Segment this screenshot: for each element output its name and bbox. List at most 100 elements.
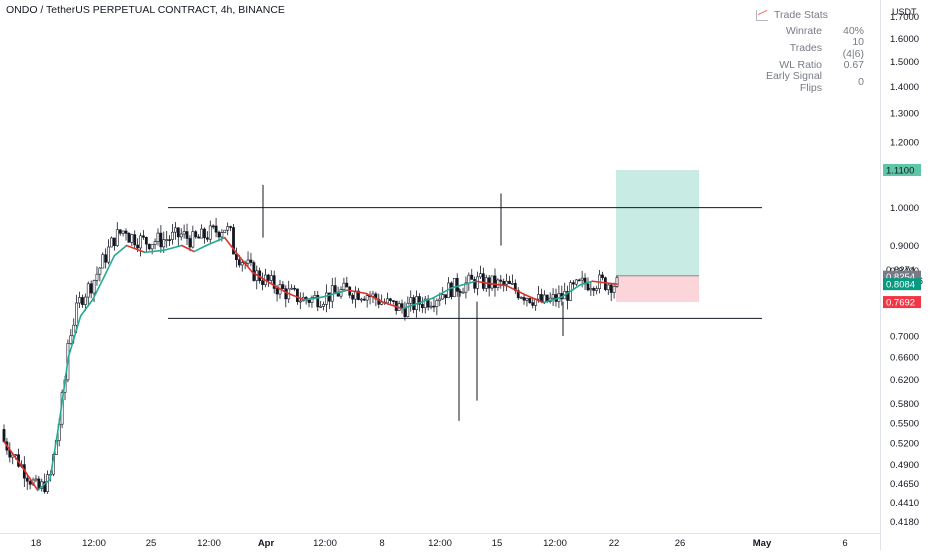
- time-tick-label: 6: [842, 538, 847, 549]
- candle-body: [185, 231, 189, 239]
- moving-average-segment: [487, 282, 508, 287]
- candle-body: [226, 226, 230, 231]
- candle-body: [220, 232, 224, 238]
- candle-body: [609, 284, 613, 293]
- moving-average-segment: [67, 315, 82, 358]
- moving-average-segment: [432, 287, 453, 299]
- stats-value: 0: [858, 75, 864, 88]
- moving-average-segment: [364, 292, 385, 304]
- candle-body: [112, 237, 116, 246]
- candle-body: [153, 241, 157, 245]
- candle-body: [95, 273, 99, 281]
- price-tick-label: 1.2000: [890, 137, 919, 148]
- last-price-label: 0.8274: [886, 265, 915, 276]
- stats-row-wl-ratio: WL Ratio 0.67: [756, 56, 864, 73]
- candle-body: [284, 288, 288, 300]
- stats-label: Winrate: [785, 24, 822, 37]
- candle-body: [551, 294, 555, 299]
- stats-row-early-signal-flips: Early Signal Flips 0: [756, 70, 864, 94]
- price-tick-label: 0.4900: [890, 460, 919, 471]
- moving-average-segment: [49, 422, 60, 481]
- time-axis[interactable]: 18 12:00 25 12:00 Apr 12:00 8 12:00 15 12:00 22 26 M…: [31, 538, 848, 549]
- candle-body: [441, 294, 445, 300]
- candle-body: [197, 236, 201, 239]
- moving-average-segment: [561, 283, 582, 298]
- price-tick-label: 0.5800: [890, 399, 919, 410]
- candle-body: [121, 230, 125, 234]
- candle-body: [612, 286, 616, 293]
- price-tick-label: 0.7000: [890, 332, 919, 343]
- moving-average-segment: [180, 244, 195, 253]
- moving-average-segment: [450, 280, 477, 289]
- candle-body: [461, 291, 465, 294]
- moving-average-segment: [303, 296, 324, 301]
- chart-title: ONDO / TetherUS PERPETUAL CONTRACT, 4h, …: [6, 4, 285, 16]
- candle-body: [537, 294, 540, 300]
- candle-body: [232, 227, 235, 255]
- candle-body: [580, 277, 584, 281]
- candle-body: [2, 429, 6, 443]
- price-tick-label: 1.7000: [890, 12, 919, 23]
- candle-body: [28, 480, 32, 485]
- moving-average-segment: [36, 478, 51, 492]
- candle-body: [81, 297, 84, 305]
- moving-average-segment: [205, 236, 226, 247]
- moving-average-segment: [92, 273, 106, 301]
- candle-body: [386, 298, 389, 304]
- ma-slow-price-tag: 0.8254: [886, 272, 915, 283]
- candle-body: [182, 231, 186, 235]
- candle-body: [316, 295, 320, 308]
- candle-body: [362, 298, 366, 301]
- candle-body: [586, 283, 590, 291]
- candle-body: [37, 478, 41, 489]
- candle-body: [595, 288, 599, 291]
- price-tick-label: 0.5200: [890, 439, 919, 450]
- time-tick-label: 12:00: [543, 538, 567, 549]
- currency-label: USDT: [892, 7, 917, 17]
- moving-average-segment: [79, 298, 94, 317]
- candle-body: [357, 290, 360, 300]
- time-tick-label: 8: [379, 538, 384, 549]
- time-tick-label: Apr: [258, 538, 275, 549]
- time-tick-label: 12:00: [82, 538, 106, 549]
- price-tick-label: 1.0000: [890, 203, 919, 214]
- candle-body: [156, 232, 160, 243]
- moving-average-segment: [223, 236, 238, 255]
- candle-body: [435, 300, 439, 307]
- price-tick-label: 0.4650: [890, 479, 919, 490]
- price-tick-label: 1.6000: [890, 34, 919, 45]
- stop-price-tag: 0.7692: [886, 298, 915, 309]
- candle-body: [519, 297, 523, 299]
- candle-body: [499, 279, 503, 282]
- target-price-tag-bg: [883, 164, 921, 177]
- candle-body: [174, 227, 177, 233]
- candle-body: [281, 284, 285, 289]
- candle-body: [171, 231, 174, 240]
- candle-body: [229, 226, 233, 228]
- moving-average-segment: [383, 301, 404, 310]
- moving-average-segment: [591, 280, 618, 285]
- candle-body: [208, 225, 212, 240]
- price-tick-label: 0.6600: [890, 353, 919, 364]
- moving-average-segment: [579, 280, 594, 286]
- candle-body: [142, 235, 145, 238]
- candle-body: [101, 254, 105, 269]
- candle-body: [98, 267, 102, 275]
- candle-body: [420, 303, 424, 309]
- candle-body: [147, 243, 151, 250]
- trade-stats-title: Trade Stats: [774, 9, 828, 21]
- stop-price-tag-bg: [883, 296, 921, 309]
- moving-average-segment: [236, 252, 254, 273]
- candle-body: [217, 231, 221, 238]
- candle-body: [165, 239, 169, 241]
- candle-body: [310, 297, 314, 303]
- candle-body: [25, 477, 29, 482]
- candle-body: [511, 283, 514, 285]
- candle-body: [110, 237, 113, 248]
- moving-average-segment: [193, 244, 208, 253]
- time-tick-label: 12:00: [313, 538, 337, 549]
- candle-body: [179, 233, 183, 238]
